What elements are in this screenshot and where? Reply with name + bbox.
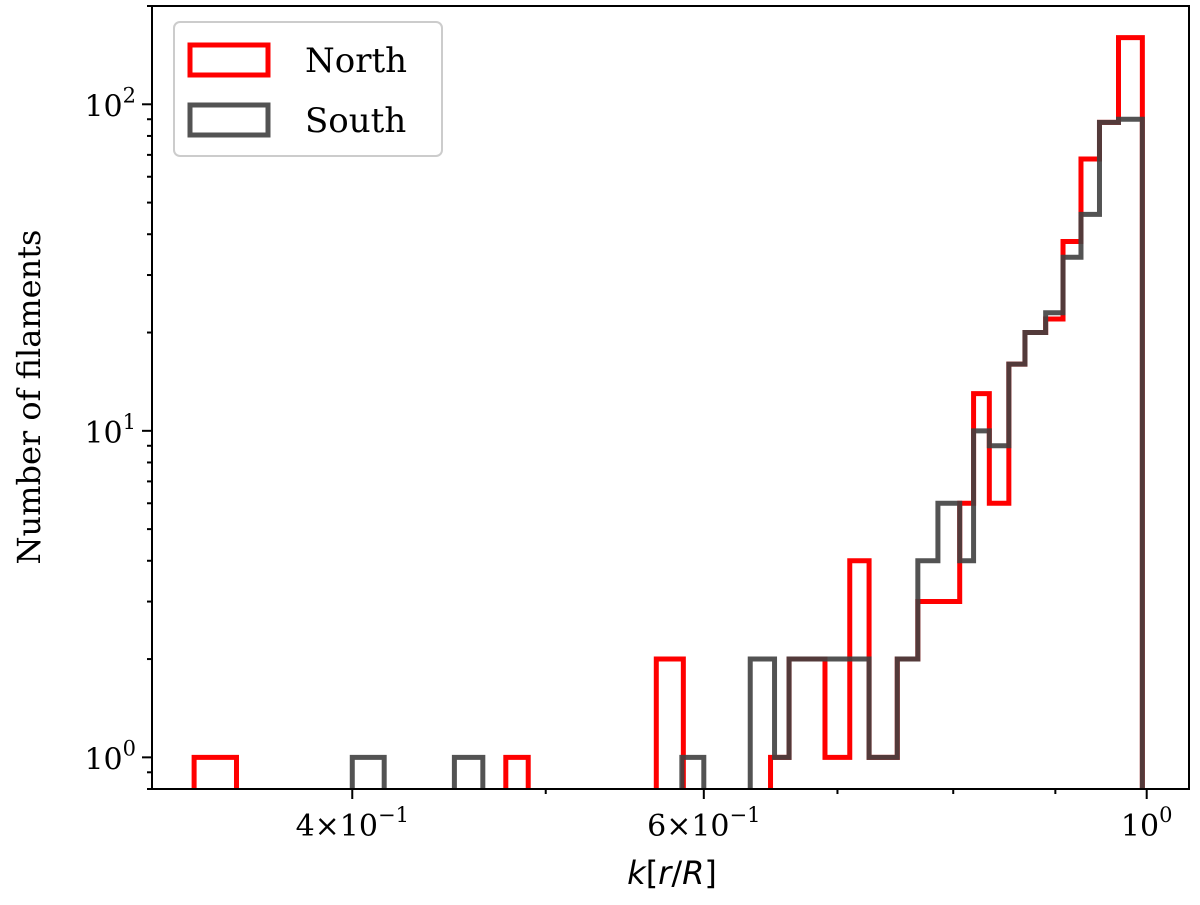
legend: North South [173,21,443,157]
plot-frame [151,5,1190,790]
legend-item-south: South [187,101,406,141]
legend-box [173,21,443,157]
y-tick-label: 100 [84,736,136,777]
legend-swatch [187,42,271,78]
series-layer [191,35,1145,789]
x-tick-label: 4×10−1 [296,803,409,844]
histogram-bars-north [503,754,531,789]
x-tick-label: 6×10−1 [647,803,760,844]
histogram-bars-north [191,754,239,789]
histogram-bars-south [679,754,707,789]
series-north [191,35,1145,789]
legend-label: South [305,101,406,141]
histogram-bars-north [768,35,1145,789]
x-tick-label: 100 [1121,803,1173,844]
series-south [349,116,1145,789]
histogram-bars-south [451,754,486,789]
ticks-layer: 100 101 102 4×10−1 6×10−1 100 [84,5,1173,844]
y-tick-label: 102 [84,83,136,124]
histogram-bars-south [747,116,1145,789]
legend-swatch [187,102,271,138]
x-axis-title: k[r/R] [627,854,717,892]
y-axis-title: Number of filaments [10,230,48,565]
legend-label: North [305,41,407,81]
y-tick-label: 101 [84,410,136,451]
legend-item-north: North [187,41,407,81]
histogram-bars-south [349,754,387,789]
histogram-bars-north [653,656,686,789]
